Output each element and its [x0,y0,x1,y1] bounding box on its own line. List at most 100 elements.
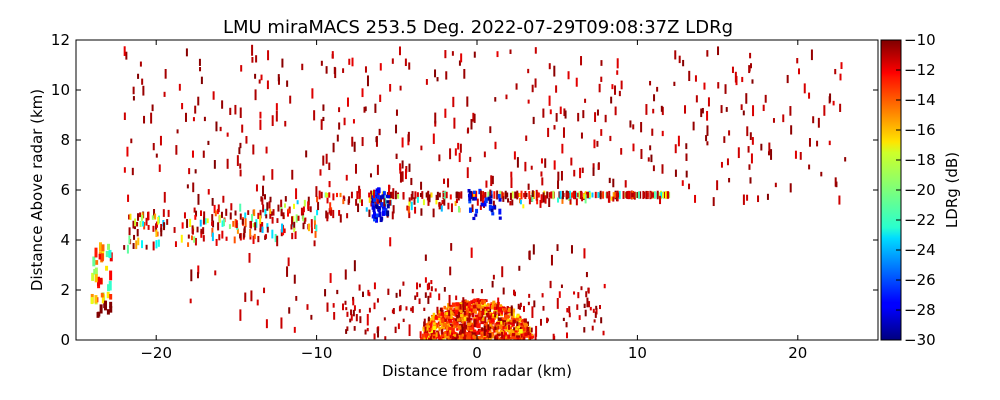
echo-cell-layer [650,191,653,199]
echo-cell-near [483,306,487,310]
echo-cell-near [438,293,441,301]
echo-cell-upper [191,150,194,158]
echo-cell-layer [247,210,250,215]
echo-cell-upper [473,319,476,327]
echo-cell-upper [808,164,811,170]
echo-cell-near [511,315,514,319]
echo-cell-near [450,311,454,314]
echo-cell-layer [167,209,170,217]
echo-cell-low-ldr [375,192,379,197]
echo-cell-upper [570,245,573,254]
echo-cell-upper [741,76,744,83]
echo-cell-upper [553,160,556,170]
echo-cell-layer [642,190,645,200]
echo-cell-near [423,307,426,312]
echo-cell-low-ldr [478,188,482,195]
echo-cell-near [353,326,356,331]
echo-cell-near [464,310,468,315]
echo-cell-upper [358,188,361,198]
echo-cell-upper [616,58,619,69]
echo-cell-upper [192,182,195,193]
echo-cell-low-ldr [468,207,472,213]
echo-cell-layer [244,212,247,219]
echo-cell-upper [222,195,225,203]
echo-cell-upper [211,197,214,206]
echo-cell-near [469,307,473,312]
echo-cell-layer [581,196,584,202]
echo-cell-upper [458,152,461,163]
echo-cell-near [441,317,445,320]
echo-cell-layer [392,205,395,214]
echo-cell-near [528,293,531,298]
echo-cell-near [477,336,482,339]
y-axis-label: Distance Above radar (km) [28,89,46,291]
echo-cell-layer [152,241,155,251]
echo-cell-layer [594,191,597,199]
echo-cell-upper [248,252,251,263]
echo-cell-upper [559,106,562,115]
echo-cell-upper [395,124,398,134]
echo-cell-near [480,333,483,337]
echo-cell-upper [600,60,603,66]
echo-cell-upper [226,158,229,169]
echo-cell-layer [536,198,539,205]
y-tick-label: 4 [60,231,70,249]
echo-cell-upper [395,109,398,116]
echo-cell-layer [284,203,287,208]
echo-cell-layer [200,210,203,217]
echo-cell-upper [467,127,470,133]
echo-cell-low-ldr [371,214,375,219]
echo-cell-upper [649,145,652,151]
echo-cell-upper [320,119,323,130]
echo-cell-upper [142,85,145,96]
echo-cell-near [487,312,490,317]
echo-cell-near [402,318,405,323]
echo-cell-upper [432,133,435,144]
echo-cell-layer [204,218,207,225]
echo-cell-upper [152,143,155,151]
echo-cell-near [451,336,454,340]
echo-cell-near [475,302,479,305]
echo-cell-near [490,315,493,320]
echo-cell-near [443,305,447,310]
echo-cell-upper [473,51,476,58]
echo-cell-column [98,242,102,252]
echo-cell-layer [270,211,273,216]
echo-cell-near [524,332,528,337]
echo-cell-upper [352,119,355,124]
echo-cell-near [459,334,463,339]
echo-cell-upper [840,62,843,70]
echo-cell-layer [215,238,218,246]
echo-cell-layer [645,190,648,200]
echo-cell-upper [584,98,587,103]
echo-cell-low-ldr [382,191,386,196]
echo-cell-near [474,314,478,317]
echo-cell-near [526,326,530,332]
echo-cell-upper [645,104,648,115]
echo-cell-upper [510,171,513,178]
echo-cell-near [562,317,565,322]
echo-cell-near [424,326,427,333]
echo-cell-near [366,327,369,332]
echo-cell-near [457,306,461,311]
echo-cell-layer [445,191,448,199]
echo-cell-layer [548,198,551,207]
echo-cell-upper [226,132,229,137]
echo-cell-near [458,331,463,335]
echo-cell-upper [391,58,394,64]
echo-cell-upper [424,254,427,261]
echo-cell-near [510,328,515,333]
echo-cell-layer [416,196,419,203]
echo-cell-upper [749,132,752,140]
echo-cell-near [518,318,523,321]
echo-cell-upper [389,237,392,247]
echo-cell-near [504,327,508,330]
echo-cell-upper [462,297,465,308]
echo-cell-near [560,284,563,288]
echo-cell-layer [442,192,445,198]
echo-cell-layer [157,216,160,225]
echo-cell-near [399,289,402,297]
echo-cell-upper [542,108,545,118]
echo-cell-upper [434,112,437,124]
echo-cell-layer [422,199,425,206]
